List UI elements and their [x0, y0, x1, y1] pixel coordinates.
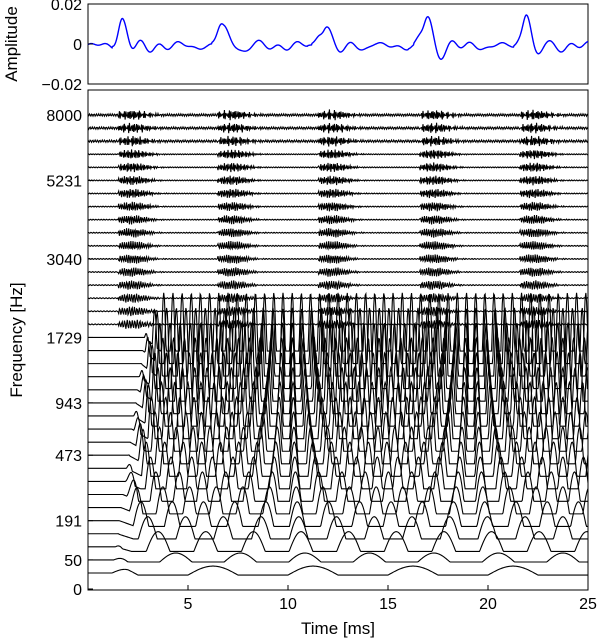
waveform-axes-box — [87, 3, 589, 85]
filterbank-channel-line — [88, 305, 588, 318]
filterbank-channel-line — [88, 135, 588, 147]
filterbank-channel-line — [88, 456, 588, 490]
filterbank-x-tick-label: 15 — [379, 596, 397, 613]
filterbank-y-tick-label: 50 — [64, 553, 82, 570]
filterbank-channel-line — [88, 292, 588, 304]
filterbank-channel-line — [88, 201, 588, 212]
filterbank-channel-line — [88, 501, 588, 527]
filterbank-channel-line — [88, 254, 588, 264]
filterbank-channel-line — [88, 516, 588, 540]
filterbank-channel-line — [88, 395, 588, 440]
filterbank-panel: 8000 5231 3040 1729 943 473 191 50 0 5 10 15 20 25 T… — [7, 89, 597, 638]
filterbank-channel-line — [88, 240, 588, 251]
waveform-line — [87, 14, 589, 60]
filterbank-channel-line — [88, 441, 588, 477]
filterbank-x-label: Time [ms] — [301, 619, 375, 638]
waveform-y-label: Amplitude — [2, 6, 21, 82]
waveform-y-tick-label: 0.02 — [51, 0, 82, 14]
filterbank-channel-line — [88, 175, 588, 186]
waveform-y-tick-label: 0 — [73, 37, 82, 54]
filterbank-y-label: Frequency [Hz] — [7, 282, 26, 397]
filterbank-x-ticks: 5 10 15 20 25 — [184, 585, 597, 613]
filterbank-channel-line — [88, 565, 588, 576]
filterbank-channel-line — [88, 531, 588, 552]
filterbank-channel-line — [88, 552, 588, 563]
filterbank-y-tick-label: 0 — [73, 582, 82, 599]
filterbank-channel-line — [88, 426, 588, 465]
filterbank-channel-line — [88, 267, 588, 277]
filterbank-channels — [88, 109, 588, 576]
waveform-panel: 0.02 0 −0.02 Amplitude — [2, 0, 589, 94]
filterbank-y-tick-label: 943 — [55, 396, 82, 413]
filterbank-channel-line — [88, 162, 588, 173]
filterbank-x-tick-label: 10 — [279, 596, 297, 613]
filterbank-channel-line — [88, 214, 588, 225]
filterbank-y-tick-label: 1729 — [46, 330, 82, 347]
filterbank-y-tick-label: 5231 — [46, 173, 82, 190]
filterbank-x-tick-label: 25 — [579, 596, 597, 613]
filterbank-channel-line — [88, 279, 588, 291]
filterbank-y-tick-label: 3040 — [46, 252, 82, 269]
filterbank-channel-line — [88, 149, 588, 160]
filterbank-channel-line — [88, 486, 588, 515]
filterbank-y-tick-label: 473 — [55, 448, 82, 465]
waveform-y-tick-label: −0.02 — [42, 77, 83, 94]
filterbank-channel-line — [88, 188, 588, 199]
filterbank-channel-line — [88, 335, 588, 390]
filterbank-y-ticks: 8000 5231 3040 1729 943 473 191 50 0 — [46, 108, 93, 599]
filterbank-channel-line — [88, 122, 588, 134]
filterbank-channel-line — [88, 109, 588, 121]
filterbank-y-tick-label: 8000 — [46, 108, 82, 125]
filterbank-channel-line — [88, 227, 588, 238]
filterbank-channel-line — [88, 306, 588, 365]
filterbank-x-tick-label: 20 — [479, 596, 497, 613]
filterbank-channel-line — [88, 319, 588, 330]
filterbank-x-tick-label: 5 — [184, 596, 193, 613]
filterbank-y-tick-label: 191 — [55, 514, 82, 531]
waveform-y-ticks: 0.02 0 −0.02 — [42, 0, 93, 94]
